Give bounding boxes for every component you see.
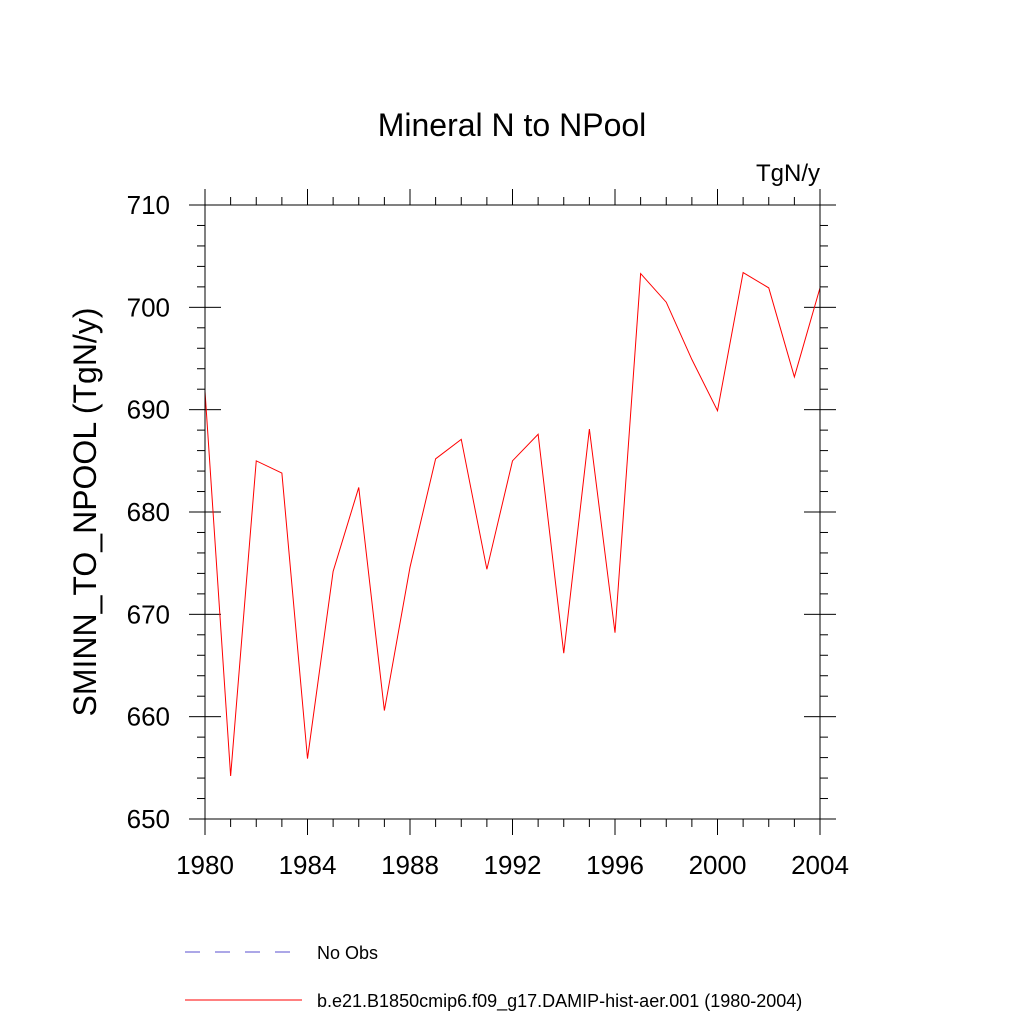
data-point xyxy=(717,410,718,411)
data-point xyxy=(512,460,513,461)
data-point xyxy=(333,571,334,572)
data-point xyxy=(538,434,539,435)
data-point xyxy=(486,569,487,570)
y-tick-label: 670 xyxy=(127,599,170,629)
y-tick-label: 700 xyxy=(127,292,170,322)
legend-label: b.e21.B1850cmip6.f09_g17.DAMIP-hist-aer.… xyxy=(317,991,802,1012)
data-point xyxy=(615,632,616,633)
data-point xyxy=(256,460,257,461)
x-tick-label: 2000 xyxy=(689,850,747,880)
units-label: TgN/y xyxy=(756,160,820,187)
chart-title: Mineral N to NPool xyxy=(378,107,647,143)
legend: No Obs b.e21.B1850cmip6.f09_g17.DAMIP-his… xyxy=(185,943,802,1012)
data-point xyxy=(691,359,692,360)
x-tick-label: 1984 xyxy=(279,850,337,880)
data-point xyxy=(384,710,385,711)
x-tick-label: 2004 xyxy=(791,850,849,880)
plot-series xyxy=(204,271,821,777)
x-tick-label: 1980 xyxy=(176,850,234,880)
x-tick-label: 1996 xyxy=(586,850,644,880)
data-point xyxy=(563,653,564,654)
data-point xyxy=(794,376,795,377)
y-tick-label: 690 xyxy=(127,395,170,425)
plot-frame xyxy=(204,204,821,820)
data-point xyxy=(410,567,411,568)
y-tick-label: 650 xyxy=(127,804,170,834)
data-point xyxy=(307,758,308,759)
data-point xyxy=(640,273,641,274)
y-tick-label: 660 xyxy=(127,702,170,732)
data-point xyxy=(743,272,744,273)
y-tick-label: 710 xyxy=(127,190,170,220)
legend-label: No Obs xyxy=(317,943,378,963)
data-point xyxy=(589,429,590,430)
data-point xyxy=(281,473,282,474)
y-axis-label: SMINN_TO_NPOOL (TgN/y) xyxy=(67,308,103,717)
data-point xyxy=(230,776,231,777)
series-line xyxy=(204,271,821,777)
data-point xyxy=(768,287,769,288)
y-tick-label: 680 xyxy=(127,497,170,527)
data-point xyxy=(461,439,462,440)
axis-tick-labels: 1980 1984 1988 1992 1996 2000 2004 650 660 670 680… xyxy=(127,190,849,880)
axis-ticks xyxy=(189,189,836,835)
data-point xyxy=(435,458,436,459)
data-point xyxy=(358,487,359,488)
x-tick-label: 1988 xyxy=(381,850,439,880)
data-point xyxy=(666,302,667,303)
x-tick-label: 1992 xyxy=(484,850,542,880)
